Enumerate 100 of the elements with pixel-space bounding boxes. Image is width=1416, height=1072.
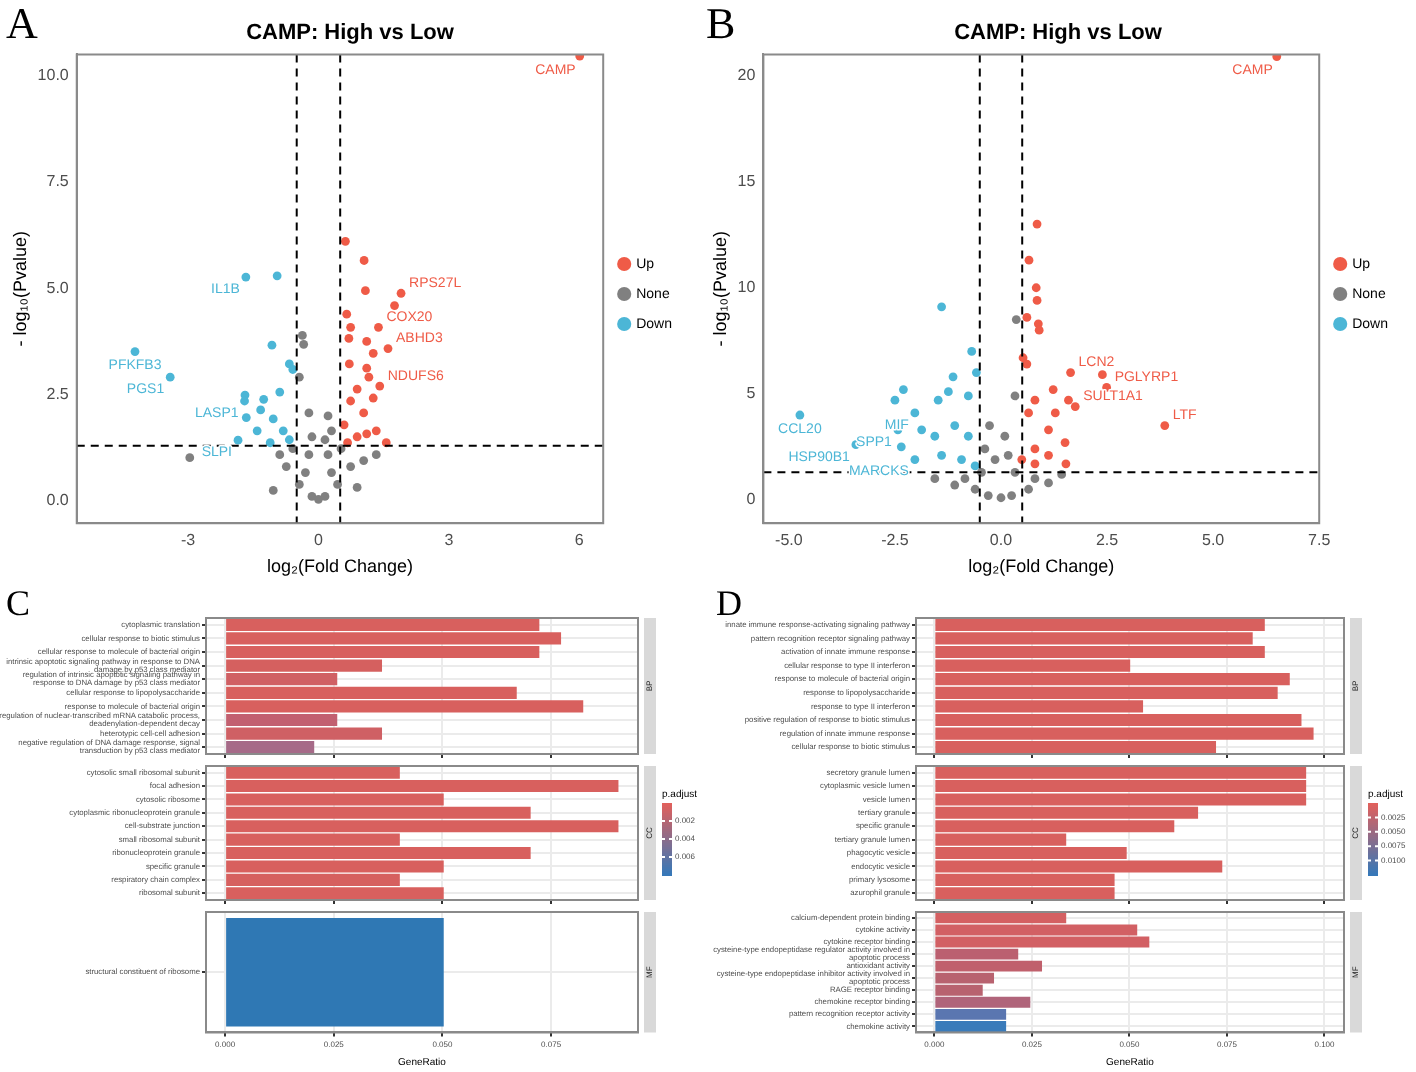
x-tick-label: 6	[574, 531, 585, 550]
point	[275, 450, 285, 460]
point	[130, 347, 140, 357]
point	[344, 334, 354, 343]
point	[1061, 459, 1071, 469]
point	[1030, 459, 1040, 469]
point	[346, 462, 356, 471]
point	[375, 381, 385, 391]
point	[1272, 54, 1282, 61]
x-tick-label: 0.0	[989, 531, 1014, 550]
point	[241, 413, 251, 422]
point	[1007, 491, 1016, 501]
point	[314, 494, 323, 504]
point	[950, 480, 960, 490]
point	[368, 348, 378, 358]
y-tick-label: 5.0	[46, 278, 70, 297]
point	[963, 391, 973, 401]
point	[1050, 408, 1060, 418]
point	[241, 272, 251, 282]
y-tick-label: 10	[737, 278, 757, 297]
point	[368, 393, 378, 403]
point	[346, 322, 356, 332]
point	[960, 474, 970, 484]
point	[267, 340, 277, 350]
point	[1064, 395, 1073, 405]
y-tick-label: 0	[746, 490, 757, 509]
point	[985, 421, 994, 431]
y-tick-label: 15	[737, 172, 757, 191]
point	[320, 491, 330, 501]
y-tick-label: 20	[737, 66, 757, 85]
point	[980, 444, 990, 454]
point	[1034, 325, 1044, 335]
chart-title: C	[6, 583, 31, 624]
x-tick-label: 0	[314, 531, 324, 550]
point	[341, 236, 350, 246]
point	[320, 435, 330, 445]
point	[281, 462, 291, 471]
point	[795, 410, 805, 420]
point	[268, 486, 278, 495]
point	[1022, 313, 1032, 322]
point	[1003, 450, 1013, 460]
point	[371, 450, 381, 460]
point	[1031, 283, 1041, 293]
point	[1048, 385, 1058, 394]
point	[1011, 315, 1021, 324]
point	[1044, 450, 1053, 460]
point	[996, 493, 1006, 503]
point	[327, 426, 336, 436]
point	[1044, 478, 1053, 488]
point	[359, 256, 369, 265]
point	[1000, 431, 1010, 441]
point	[910, 408, 920, 418]
point	[284, 435, 294, 445]
point	[344, 359, 354, 369]
x-axis-title: log₂(Fold Change)	[266, 556, 414, 577]
point	[937, 450, 946, 460]
point	[937, 302, 946, 312]
point	[323, 450, 333, 460]
point	[252, 426, 262, 436]
point	[346, 396, 356, 406]
point	[990, 455, 1000, 464]
point	[359, 408, 369, 418]
point	[1066, 368, 1075, 377]
x-tick-label: 3	[444, 531, 455, 550]
point	[359, 456, 369, 466]
point	[970, 461, 980, 471]
point	[948, 372, 958, 382]
point	[963, 431, 973, 441]
point	[361, 286, 370, 296]
point	[1030, 444, 1040, 454]
point	[896, 442, 906, 452]
point	[1022, 359, 1032, 369]
bar	[226, 727, 383, 740]
x-tick-label: 2.5	[1095, 531, 1120, 550]
y-tick-label: 7.5	[46, 172, 70, 191]
bar	[935, 1020, 1007, 1032]
x-tick-label: -2.5	[881, 531, 910, 550]
text: A	[6, 0, 38, 48]
point	[1030, 395, 1040, 405]
point	[1024, 484, 1033, 494]
y-tick-label: 5	[746, 384, 757, 403]
point	[256, 405, 266, 415]
bar	[226, 741, 315, 754]
point	[983, 491, 993, 501]
point	[371, 426, 381, 436]
y-axis-title: - log₁₀(Pvalue)	[709, 231, 730, 347]
point	[930, 474, 940, 484]
point	[268, 414, 278, 424]
bar	[226, 713, 338, 727]
point	[1098, 370, 1107, 380]
point	[899, 385, 908, 394]
point	[930, 431, 940, 441]
x-axis-title: log₂(Fold Change)	[968, 556, 1115, 577]
y-axis-title: - log₁₀(Pvalue)	[9, 231, 30, 347]
point	[301, 468, 310, 477]
chart-title: CAMP: High vs Low	[954, 21, 1163, 46]
point	[1070, 402, 1080, 411]
point	[967, 346, 977, 356]
point	[323, 411, 333, 421]
text: B	[706, 0, 736, 48]
